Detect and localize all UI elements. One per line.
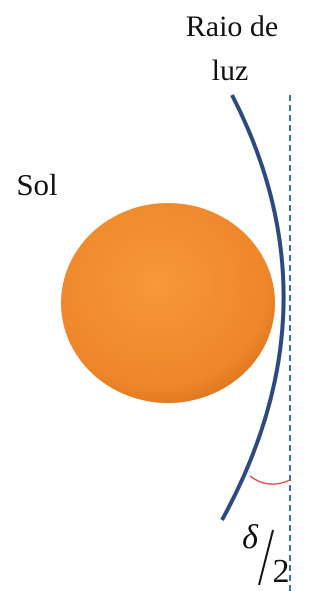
sun-label: Sol xyxy=(16,167,57,202)
angle-symbol: δ xyxy=(242,519,259,556)
ray-label-line1: Raio de xyxy=(186,10,278,43)
angle-denominator: 2 xyxy=(273,553,290,590)
sun xyxy=(61,203,275,403)
angle-arc xyxy=(250,476,290,484)
page: Raio de luz Sol δ 2 (() => { const data … xyxy=(0,0,296,591)
ray-label-line2: luz xyxy=(212,54,249,87)
fraction-slash xyxy=(259,530,273,585)
diagram: Raio de luz Sol δ 2 xyxy=(0,0,296,591)
